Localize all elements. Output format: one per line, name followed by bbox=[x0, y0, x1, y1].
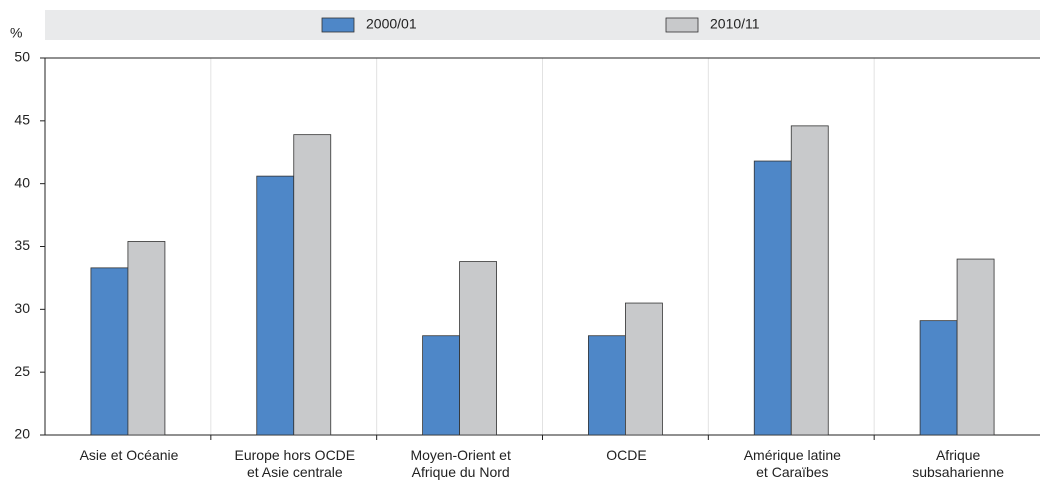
bar bbox=[422, 335, 460, 436]
legend-swatch bbox=[665, 17, 699, 33]
x-tick-label: OCDE bbox=[606, 447, 647, 463]
legend-label: 2010/11 bbox=[710, 16, 760, 32]
bar bbox=[588, 335, 626, 436]
x-tick-label: Asie et Océanie bbox=[79, 447, 179, 463]
x-tick-label: Amérique latine et Caraïbes bbox=[743, 447, 841, 480]
y-tick-label: 35 bbox=[14, 237, 30, 253]
y-tick-label: 20 bbox=[14, 426, 30, 442]
bar bbox=[625, 302, 663, 436]
legend-band bbox=[45, 10, 1040, 40]
y-axis-label: % bbox=[10, 25, 22, 41]
x-tick-label: Afrique subsaharienne bbox=[912, 447, 1005, 480]
legend-label: 2000/01 bbox=[366, 16, 417, 32]
x-tick-label: Moyen-Orient et Afrique du Nord bbox=[410, 447, 511, 480]
x-tick-label: Europe hors OCDE et Asie centrale bbox=[234, 447, 356, 480]
bar bbox=[919, 320, 958, 436]
bar bbox=[790, 125, 829, 436]
y-tick-label: 40 bbox=[14, 174, 30, 190]
bar bbox=[256, 175, 295, 436]
y-tick-label: 45 bbox=[14, 112, 30, 128]
bar bbox=[956, 258, 995, 436]
bar bbox=[293, 134, 332, 436]
y-tick-label: 50 bbox=[14, 49, 30, 65]
y-tick-label: 25 bbox=[14, 363, 30, 379]
y-tick-label: 30 bbox=[14, 300, 30, 316]
bar bbox=[127, 241, 166, 436]
bar bbox=[459, 261, 497, 436]
bar bbox=[753, 160, 792, 436]
legend-swatch bbox=[321, 17, 355, 33]
bar bbox=[90, 267, 129, 436]
